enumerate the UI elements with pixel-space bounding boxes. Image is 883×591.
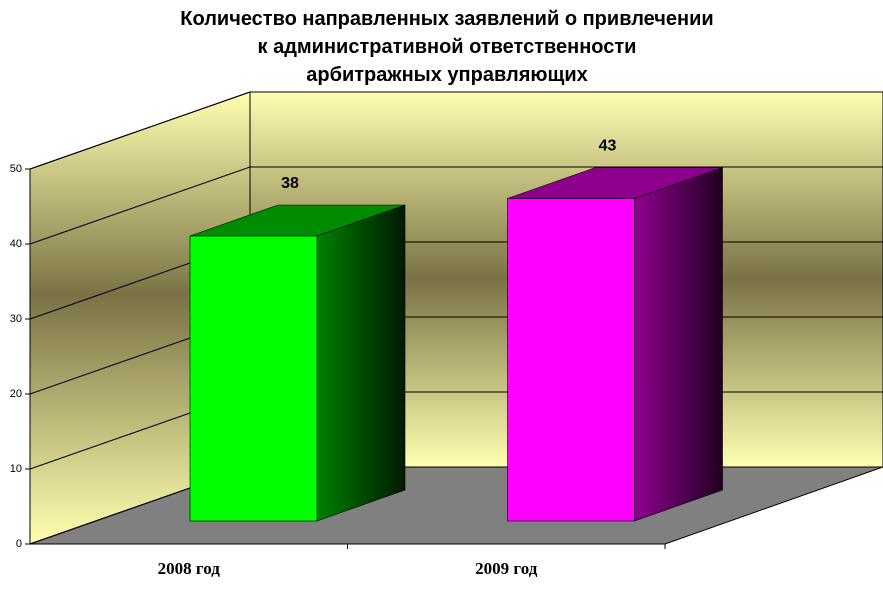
bar (189, 235, 318, 522)
bar (507, 198, 635, 522)
grid-line (29, 91, 883, 170)
bar-side (316, 204, 406, 522)
y-tick-label: 10 (10, 463, 22, 475)
x-tick-label: 2008 год (158, 559, 221, 578)
chart-title: Количество направленных заявлений о прив… (180, 8, 713, 86)
y-tick-label: 20 (10, 388, 22, 400)
y-tick-label: 40 (10, 238, 22, 250)
y-tick-label: 30 (10, 313, 22, 325)
x-tick-label: 2009 год (475, 559, 538, 578)
y-tick-label: 0 (16, 538, 22, 550)
grid-line (29, 166, 883, 245)
value-label: 43 (599, 138, 617, 155)
value-label: 38 (281, 175, 299, 192)
y-tick-label: 50 (10, 163, 22, 175)
bar-side (634, 167, 723, 522)
